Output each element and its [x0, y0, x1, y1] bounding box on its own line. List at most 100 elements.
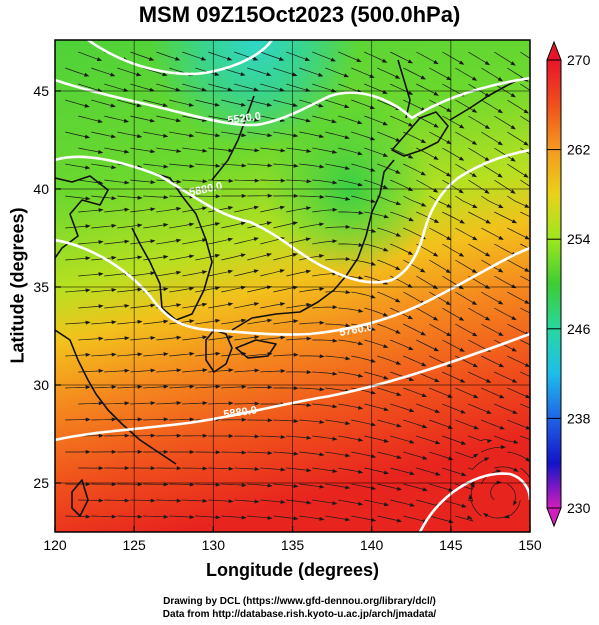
- streamline: [416, 403, 438, 413]
- streamline: [208, 147, 231, 151]
- streamline: [364, 499, 387, 506]
- streamline-arrow: [357, 182, 364, 187]
- streamline-arrow: [332, 338, 338, 343]
- streamline-arrow: [358, 275, 364, 280]
- streamline-arrow: [293, 163, 299, 168]
- streamline: [260, 337, 283, 341]
- streamline-arrow: [189, 417, 195, 422]
- streamline-arrow: [467, 515, 473, 519]
- streamline-arrow: [420, 75, 426, 80]
- streamline-arrow: [150, 368, 156, 373]
- streamline: [312, 179, 335, 184]
- streamline: [247, 286, 270, 293]
- streamline: [247, 254, 270, 261]
- streamline: [169, 163, 192, 167]
- streamline-arrow: [537, 125, 542, 129]
- streamline: [273, 254, 296, 261]
- streamline: [312, 339, 335, 342]
- streamline: [468, 51, 488, 64]
- streamline: [91, 321, 114, 325]
- streamline: [390, 403, 412, 412]
- streamline: [156, 147, 179, 152]
- streamline: [169, 223, 192, 229]
- streamline: [494, 466, 517, 471]
- streamline-arrow: [175, 87, 181, 92]
- streamline-arrow: [332, 305, 338, 310]
- streamline-arrow: [137, 514, 143, 519]
- streamline: [91, 289, 114, 293]
- streamline: [273, 163, 296, 167]
- streamline: [117, 515, 140, 518]
- credit-data: Data from http://database.rish.kyoto-u.a…: [162, 609, 437, 620]
- coastline-hokkaido: [391, 111, 449, 157]
- streamline-arrow: [344, 166, 351, 170]
- streamline: [234, 499, 257, 503]
- streamline-arrow: [498, 300, 504, 305]
- streamline: [78, 273, 101, 277]
- streamline-arrow: [420, 171, 426, 176]
- streamline: [286, 51, 308, 61]
- streamline-arrow: [538, 347, 543, 351]
- streamline: [156, 51, 178, 60]
- streamline-arrow: [420, 331, 426, 336]
- streamline-arrow: [85, 385, 91, 390]
- streamline-arrow: [266, 72, 272, 76]
- streamline: [403, 355, 425, 366]
- streamline-arrow: [435, 440, 441, 445]
- streamline-arrow: [319, 484, 325, 489]
- streamline: [104, 241, 127, 245]
- streamline: [91, 419, 114, 421]
- streamline-arrow: [318, 72, 324, 77]
- streamline: [403, 67, 424, 79]
- streamline: [377, 323, 399, 333]
- streamline-arrow: [253, 269, 259, 274]
- streamline: [455, 451, 477, 459]
- streamline-arrow: [319, 354, 325, 359]
- streamline-arrow: [306, 403, 312, 408]
- streamline: [299, 255, 322, 261]
- streamline: [468, 179, 488, 193]
- streamline: [364, 435, 387, 442]
- streamline: [182, 51, 204, 60]
- streamline-arrow: [98, 149, 104, 154]
- streamline-arrow: [241, 417, 247, 422]
- streamline-arrow: [305, 118, 312, 123]
- streamline-arrow: [189, 351, 195, 356]
- streamline-arrow: [84, 72, 90, 77]
- streamline-arrow: [84, 103, 90, 108]
- streamline: [494, 83, 514, 97]
- streamline: [442, 147, 462, 160]
- streamline-arrow: [433, 60, 439, 65]
- streamline-arrow: [280, 467, 286, 472]
- streamline-arrow: [280, 500, 286, 504]
- streamline-arrow: [497, 77, 503, 82]
- streamline: [338, 339, 361, 345]
- streamline: [299, 451, 322, 456]
- streamline-arrow: [110, 134, 117, 139]
- height-contours: [55, 40, 530, 532]
- streamline: [143, 353, 166, 357]
- streamline: [338, 115, 360, 124]
- streamline: [481, 259, 501, 272]
- streamline: [169, 287, 192, 293]
- streamline: [325, 323, 348, 327]
- streamline: [234, 370, 257, 373]
- streamline: [195, 131, 218, 136]
- streamline-arrow: [85, 449, 91, 454]
- streamline-arrow: [137, 287, 143, 292]
- streamline: [221, 386, 244, 389]
- streamline-arrow: [484, 189, 490, 194]
- streamline: [78, 305, 101, 309]
- streamline: [91, 354, 114, 357]
- streamline: [442, 371, 463, 382]
- streamline: [507, 163, 527, 177]
- streamline: [416, 211, 437, 222]
- streamline-arrow: [306, 302, 312, 307]
- streamline: [286, 499, 309, 504]
- streamline: [507, 451, 529, 461]
- streamline: [273, 354, 296, 357]
- streamline-arrow: [176, 498, 182, 503]
- coastline-taiwan: [71, 479, 89, 517]
- streamline-arrow: [293, 419, 299, 423]
- streamline-arrow: [228, 499, 234, 504]
